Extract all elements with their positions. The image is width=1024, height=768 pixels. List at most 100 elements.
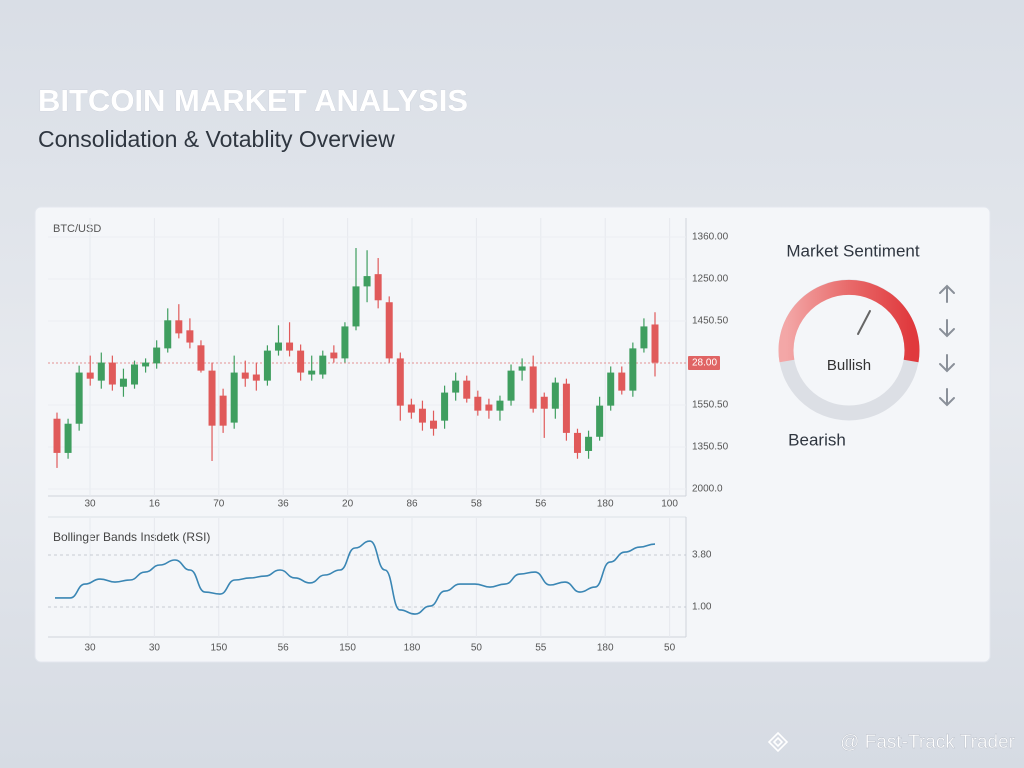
panel bbox=[34, 206, 991, 663]
x-tick-label: 30 bbox=[84, 499, 96, 510]
candle-body bbox=[573, 432, 581, 453]
x-tick-label: 50 bbox=[664, 643, 676, 654]
candle-body bbox=[562, 383, 570, 433]
rsi-chart: Bollinger Bands Insdetk (RSI) 30 30 150 56 1… bbox=[48, 516, 712, 654]
candle-body bbox=[175, 320, 183, 334]
y-tick-label: 1250.00 bbox=[692, 274, 729, 285]
x-tick-label: 180 bbox=[404, 643, 421, 654]
candle-body bbox=[607, 372, 615, 406]
candle-body bbox=[53, 418, 61, 453]
x-tick-label: 100 bbox=[661, 499, 678, 510]
watermark-text: @ Fast-Track Trader bbox=[840, 732, 1016, 753]
arrow-down bbox=[939, 354, 955, 373]
price-tag bbox=[688, 356, 720, 370]
candle-body bbox=[208, 370, 216, 426]
candle-body bbox=[518, 366, 526, 371]
candle-body bbox=[430, 420, 438, 429]
candle-body bbox=[153, 347, 161, 364]
candle-body bbox=[64, 423, 72, 453]
candle-body bbox=[131, 364, 139, 385]
candle-body bbox=[452, 380, 460, 393]
x-tick-label: 70 bbox=[213, 499, 225, 510]
watermark: @ Fast-Track Trader bbox=[767, 731, 1016, 753]
candle-body bbox=[407, 404, 415, 413]
y-tick-label: 28.00 bbox=[692, 358, 717, 369]
candle-body bbox=[341, 326, 349, 359]
candle-body bbox=[418, 408, 426, 423]
candle-body bbox=[230, 372, 238, 423]
candle-body bbox=[363, 276, 371, 287]
x-tick-label: 150 bbox=[339, 643, 356, 654]
x-tick-label: 180 bbox=[597, 499, 614, 510]
candle-body bbox=[319, 355, 327, 375]
x-tick-label: 86 bbox=[406, 499, 418, 510]
x-tick-label: 180 bbox=[597, 643, 614, 654]
x-tick-label: 20 bbox=[342, 499, 354, 510]
chart-label: BTC/USD bbox=[53, 223, 101, 235]
candle-body bbox=[396, 358, 404, 406]
x-tick-label: 56 bbox=[278, 643, 290, 654]
candle-body bbox=[474, 396, 482, 411]
y-tick-label: 1550.50 bbox=[692, 400, 729, 411]
candle-body bbox=[164, 320, 172, 349]
arrow-down bbox=[939, 388, 955, 407]
candle-body bbox=[274, 342, 282, 351]
x-tick-label: 30 bbox=[149, 643, 161, 654]
candle-body bbox=[142, 362, 150, 367]
y-tick-label: 1360.00 bbox=[692, 232, 729, 243]
watermark-icon bbox=[767, 731, 789, 753]
candle-body bbox=[640, 326, 648, 349]
arrow-down bbox=[939, 319, 955, 338]
candle-body bbox=[374, 274, 382, 301]
candle-body bbox=[186, 330, 194, 343]
candle-body bbox=[651, 324, 659, 363]
candle-body bbox=[596, 405, 604, 437]
candle-body bbox=[86, 372, 94, 379]
page-subtitle: Consolidation & Votablity Overview bbox=[38, 126, 395, 152]
candle-body bbox=[629, 348, 637, 391]
candle-body bbox=[197, 345, 205, 371]
candle-body bbox=[507, 370, 515, 401]
trend-arrows bbox=[939, 284, 955, 407]
candle-body bbox=[297, 350, 305, 373]
candle-body bbox=[540, 396, 548, 409]
y-tick-label: 2000.0 bbox=[692, 484, 723, 495]
x-tick-label: 55 bbox=[535, 643, 547, 654]
widget-title: Market Sentiment bbox=[786, 241, 919, 260]
rsi-line bbox=[55, 540, 656, 615]
candle-body bbox=[485, 404, 493, 411]
candle-body bbox=[219, 395, 227, 426]
x-tick-label: 16 bbox=[149, 499, 161, 510]
candle-body bbox=[119, 378, 127, 387]
candle-body bbox=[252, 374, 260, 381]
x-tick-label: 150 bbox=[210, 643, 227, 654]
candle-body bbox=[529, 366, 537, 409]
candle-body bbox=[330, 352, 338, 359]
x-tick-label: 30 bbox=[84, 643, 96, 654]
candle-chart: BTC/USD 30 16 70 36 20 86 58 56 180 100 1360.00 125… bbox=[48, 218, 729, 510]
gauge-opposite: Bearish bbox=[788, 430, 846, 449]
page-title: BITCOIN MARKET ANALYSIS bbox=[38, 83, 468, 118]
candle-body bbox=[385, 302, 393, 359]
candle-body bbox=[108, 362, 116, 385]
candle-body bbox=[286, 342, 294, 351]
x-tick-label: 56 bbox=[535, 499, 547, 510]
y-tick-label: 1450.50 bbox=[692, 316, 729, 327]
chart-label: Bollinger Bands Insdetk (RSI) bbox=[53, 530, 210, 544]
x-tick-label: 50 bbox=[471, 643, 483, 654]
candle-body bbox=[308, 370, 316, 375]
y-tick-label: 1350.50 bbox=[692, 442, 729, 453]
x-tick-label: 58 bbox=[471, 499, 483, 510]
gauge-needle bbox=[857, 310, 871, 335]
arrow-up bbox=[939, 284, 955, 303]
candle-body bbox=[496, 400, 504, 411]
candle-body bbox=[352, 286, 360, 327]
gauge-reading: Bullish bbox=[827, 357, 871, 374]
y-tick-label: 3.80 bbox=[692, 550, 712, 561]
candle-body bbox=[75, 372, 83, 424]
candle-body bbox=[618, 372, 626, 391]
candle-body bbox=[263, 350, 271, 381]
candle-body bbox=[585, 436, 593, 451]
